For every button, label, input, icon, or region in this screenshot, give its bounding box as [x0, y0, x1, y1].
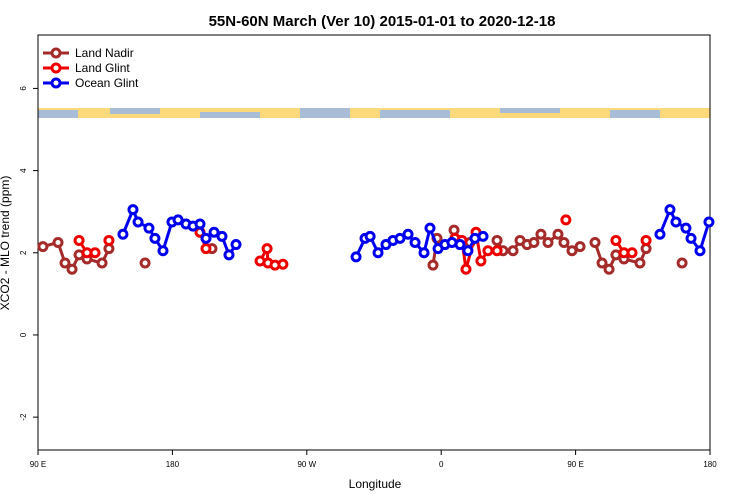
series-marker [560, 214, 572, 226]
series-marker [703, 216, 715, 228]
legend-label: Land Glint [75, 61, 130, 75]
series-marker [477, 230, 489, 242]
series-marker [409, 237, 421, 248]
series-marker [194, 218, 206, 230]
series-marker [59, 257, 71, 269]
series-marker [685, 232, 697, 244]
series-marker [491, 245, 503, 257]
series-marker [589, 237, 601, 248]
series-marker [157, 245, 169, 257]
series-marker [117, 228, 129, 240]
series-marker [603, 263, 615, 275]
legend-marker [50, 77, 62, 89]
series-marker [427, 259, 439, 271]
series-marker [610, 234, 622, 246]
series-marker [402, 228, 414, 240]
series-marker [558, 237, 570, 248]
series-marker [149, 232, 161, 244]
series-marker [454, 239, 466, 251]
x-tick-label: 180 [703, 460, 717, 469]
series-marker [350, 251, 362, 263]
series-marker [535, 228, 547, 240]
series-marker [372, 247, 384, 259]
y-tick-label: 4 [19, 168, 28, 173]
series-marker [574, 241, 586, 253]
plot-box [37, 34, 711, 451]
legend-marker [50, 47, 62, 59]
x-tick-label: 90 W [297, 460, 316, 469]
series-marker [634, 257, 646, 269]
series-marker [676, 257, 688, 269]
series-marker [491, 234, 503, 246]
series-marker [462, 245, 474, 257]
x-tick-label: 90 E [30, 460, 46, 469]
y-axis-label: XCO2 - MLO trend (ppm) [0, 176, 12, 311]
series-marker [127, 204, 139, 216]
series-marker [200, 232, 212, 244]
series-marker [261, 243, 273, 255]
series-marker [460, 263, 472, 275]
legend-label: Land Nadir [75, 46, 134, 60]
series-marker [223, 249, 235, 261]
series-marker [626, 247, 638, 259]
series-marker [208, 226, 220, 238]
series-marker [172, 214, 184, 226]
series-marker [670, 216, 682, 228]
series-marker [680, 222, 692, 234]
series-marker [277, 258, 289, 270]
x-tick-label: 180 [166, 460, 180, 469]
series-marker [654, 228, 666, 240]
series-marker [424, 222, 436, 234]
series-marker [664, 204, 676, 216]
legend-label: Ocean Glint [75, 76, 139, 90]
series-marker [475, 255, 487, 267]
y-tick-label: 0 [19, 332, 28, 337]
x-axis-label: Longitude [349, 477, 402, 491]
series-marker [37, 241, 49, 253]
series-marker [216, 230, 228, 242]
x-tick-label: 0 [439, 460, 444, 469]
series-marker [507, 245, 519, 257]
series-marker [103, 234, 115, 246]
chart-title: 55N-60N March (Ver 10) 2015-01-01 to 202… [209, 13, 556, 30]
series-marker [418, 247, 430, 259]
series-marker [200, 243, 212, 255]
series-marker [143, 222, 155, 234]
series-marker [482, 245, 494, 257]
series-marker [596, 257, 608, 269]
series-marker [52, 237, 64, 248]
series-marker [230, 239, 242, 251]
series-marker [132, 216, 144, 228]
series-marker [364, 230, 376, 242]
x-tick-label: 90 E [567, 460, 583, 469]
legend-marker [50, 62, 62, 74]
series-marker [66, 263, 78, 275]
y-tick-label: 6 [19, 86, 28, 91]
series-marker [694, 245, 706, 257]
series-marker [394, 232, 406, 244]
map-strip [38, 108, 710, 118]
series-marker [528, 237, 540, 248]
series-marker [552, 228, 564, 240]
series-marker [640, 234, 652, 246]
y-tick-label: -2 [19, 413, 28, 421]
series-marker [542, 237, 554, 248]
series-marker [73, 234, 85, 246]
series-marker [96, 257, 108, 269]
series-marker [89, 247, 101, 259]
series-marker [566, 245, 578, 257]
y-tick-label: 2 [19, 250, 28, 255]
series-marker [139, 257, 151, 269]
